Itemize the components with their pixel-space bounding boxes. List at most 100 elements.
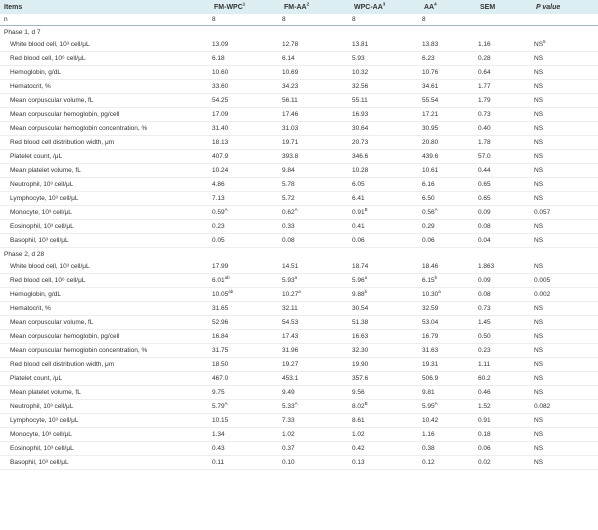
treatment-value-cell: 6.41 — [350, 191, 420, 206]
header-p-value: P value — [532, 0, 598, 14]
p-value-cell: 0.005 — [532, 273, 598, 288]
row-label: Basophil, 10³ cell/μL — [0, 455, 210, 470]
significance-letter: B — [364, 206, 368, 212]
treatment-value-cell: 467.0 — [210, 371, 280, 386]
treatment-value: 18.74 — [352, 263, 369, 270]
n-label: n — [0, 14, 210, 26]
sem-value: 57.0 — [476, 149, 532, 164]
treatment-value: 16.79 — [422, 333, 439, 340]
treatment-value: 0.37 — [282, 445, 295, 452]
treatment-value-cell: 30.95 — [420, 121, 476, 136]
p-value: NS — [534, 195, 544, 202]
p-value: 0.005 — [534, 277, 551, 284]
table-row: Red blood cell, 10⁶ cell/μL 6.18 6.14 5.93 6… — [0, 51, 598, 66]
table-row: Red blood cell, 10⁶ cell/μL 6.01ab 5.93a 5.… — [0, 273, 598, 288]
treatment-value: 5.72 — [282, 195, 295, 202]
p-value-cell: NS — [532, 93, 598, 108]
sem-value: 0.04 — [476, 233, 532, 248]
treatment-value: 31.96 — [282, 347, 299, 354]
treatment-value-cell: 0.33 — [280, 219, 350, 234]
treatment-value-cell: 10.32 — [350, 65, 420, 80]
treatment-value-cell: 6.50 — [420, 191, 476, 206]
treatment-value-cell: 357.6 — [350, 371, 420, 386]
p-value: NS — [534, 223, 544, 230]
treatment-value: 453.1 — [282, 375, 299, 382]
treatment-value-cell: 16.79 — [420, 329, 476, 344]
row-label: Monocyte, 10³ cell/μL — [0, 205, 210, 220]
treatment-value: 0.56 — [422, 209, 435, 216]
row-label: Mean corpuscular hemoglobin, pg/cell — [0, 107, 210, 122]
p-value-cell: NS — [532, 315, 598, 330]
treatment-value-cell: 17.43 — [280, 329, 350, 344]
treatment-value: 1.02 — [352, 431, 365, 438]
table-row: Platelet count, /μL 407.9 393.8 346.6 439.6 5… — [0, 149, 598, 164]
treatment-value: 0.11 — [212, 459, 225, 466]
treatment-value-cell: 10.27a — [280, 287, 350, 302]
significance-letter: a — [294, 274, 298, 280]
significance-letter: b — [364, 288, 368, 294]
p-value-cell: NS — [532, 385, 598, 400]
treatment-value-cell: 5.93a — [280, 273, 350, 288]
p-value: NS — [534, 445, 544, 452]
treatment-value-cell: 6.01ab — [210, 273, 280, 288]
p-value-cell: 0.057 — [532, 205, 598, 220]
p-value-cell: NS — [532, 441, 598, 456]
treatment-value: 34.61 — [422, 83, 439, 90]
treatment-value-cell: 9.49 — [280, 385, 350, 400]
p-value-cell: NS — [532, 51, 598, 66]
header-sem: SEM — [476, 0, 532, 14]
row-label: Mean corpuscular hemoglobin, pg/cell — [0, 329, 210, 344]
sem-value: 0.50 — [476, 329, 532, 344]
header-fm-aa: FM-AA2 — [280, 0, 350, 14]
p-value: NS — [534, 83, 544, 90]
treatment-value: 6.41 — [352, 195, 365, 202]
p-value-cell: NS — [532, 121, 598, 136]
treatment-value: 16.63 — [352, 333, 369, 340]
treatment-value-cell: 31.03 — [280, 121, 350, 136]
sem-value: 0.73 — [476, 107, 532, 122]
p-value-cell: NS — [532, 163, 598, 178]
treatment-value-cell: 10.61 — [420, 163, 476, 178]
row-label: Platelet count, /μL — [0, 371, 210, 386]
treatment-value: 10.05 — [212, 291, 229, 298]
treatment-value-cell: 0.38 — [420, 441, 476, 456]
p-value-cell: NS — [532, 65, 598, 80]
n-value: 8 — [350, 14, 420, 26]
sem-value: 0.64 — [476, 65, 532, 80]
p-value-footnote: 5 — [543, 38, 546, 44]
treatment-value: 6.23 — [422, 55, 435, 62]
treatment-value-cell: 5.72 — [280, 191, 350, 206]
treatment-value-cell: 0.11 — [210, 455, 280, 470]
treatment-value: 0.23 — [212, 223, 225, 230]
treatment-value: 0.13 — [352, 459, 365, 466]
treatment-value-cell: 0.29 — [420, 219, 476, 234]
sem-value: 0.40 — [476, 121, 532, 136]
p-value: NS — [534, 361, 544, 368]
table-row: Eosinophil, 10³ cell/μL 0.43 0.37 0.42 0.38 0… — [0, 441, 598, 456]
treatment-value: 0.38 — [422, 445, 435, 452]
sem-value: 0.91 — [476, 413, 532, 428]
treatment-value-cell: 1.34 — [210, 427, 280, 442]
treatment-value-cell: 0.37 — [280, 441, 350, 456]
treatment-value: 30.95 — [422, 125, 439, 132]
table-row: Mean corpuscular hemoglobin concentratio… — [0, 343, 598, 358]
treatment-value: 0.10 — [282, 459, 295, 466]
table-row: Mean corpuscular hemoglobin, pg/cell 17.0… — [0, 107, 598, 122]
treatment-value-cell: 0.91B — [350, 205, 420, 220]
p-value: NS — [534, 181, 544, 188]
phase-title: Phase 1, d 7 — [4, 28, 41, 36]
sem-value: 0.44 — [476, 163, 532, 178]
treatment-value-cell: 14.51 — [280, 260, 350, 274]
p-value: NS — [534, 41, 544, 48]
treatment-value: 9.49 — [282, 389, 295, 396]
sem-value: 0.65 — [476, 191, 532, 206]
significance-letter: a — [298, 288, 301, 294]
p-value-cell: 0.002 — [532, 287, 598, 302]
p-value: NS — [534, 55, 544, 62]
treatment-value-cell: 9.81 — [420, 385, 476, 400]
treatment-value-cell: 16.93 — [350, 107, 420, 122]
p-value-cell: NS — [532, 455, 598, 470]
treatment-value-cell: 31.63 — [420, 343, 476, 358]
treatment-value-cell: 0.10 — [280, 455, 350, 470]
treatment-value: 19.71 — [282, 139, 299, 146]
